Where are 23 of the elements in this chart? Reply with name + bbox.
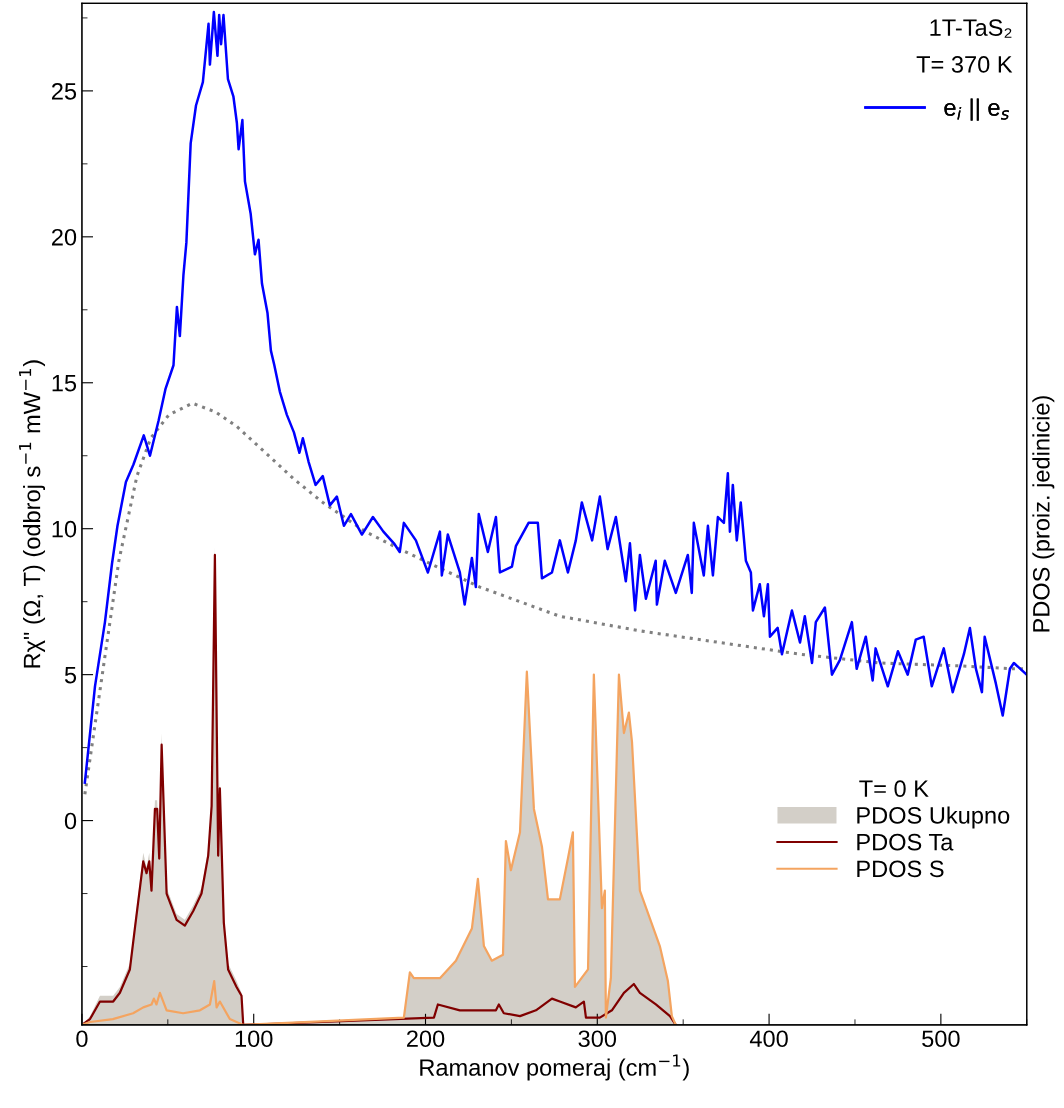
y-axis-title: Rχ" (Ω, T) (odbroj s$^{−1}$ mW$^{−1}$) <box>19 360 46 668</box>
y-tick-label: 20 <box>51 228 77 246</box>
x-tick-label: 200 <box>407 1030 445 1048</box>
x-tick-label: 100 <box>235 1030 273 1048</box>
y-tick-label: 15 <box>52 375 77 392</box>
annotation: 1T-TaS₂ <box>930 19 1012 38</box>
x-tick-label: 400 <box>749 1030 788 1048</box>
x-tick-label: 0 <box>76 1030 88 1048</box>
legend-label: e$_{i}$ || e$_{s}$ <box>944 98 1010 121</box>
y-tick-label: 0 <box>64 812 77 830</box>
y-tick-label: 10 <box>52 520 77 538</box>
y-tick-label: 25 <box>51 82 77 100</box>
x-axis-title: Ramanov pomeraj (cm$^{−1}$) <box>420 1054 689 1081</box>
legend-label: PDOS Ta <box>857 833 954 851</box>
legend-label: PDOS Ukupno <box>857 806 1010 829</box>
y2-axis-title: PDOS (proiz. jedinicie) <box>1032 396 1055 632</box>
line-series <box>81 670 677 1025</box>
legend-label: PDOS S <box>857 860 944 878</box>
x-tick-label: 300 <box>578 1030 617 1048</box>
legend-title: T= 0 K <box>859 780 929 798</box>
y-tick-label: 5 <box>64 666 77 684</box>
annotation: T= 370 K <box>916 56 1013 73</box>
x-tick-label: 500 <box>922 1030 960 1048</box>
